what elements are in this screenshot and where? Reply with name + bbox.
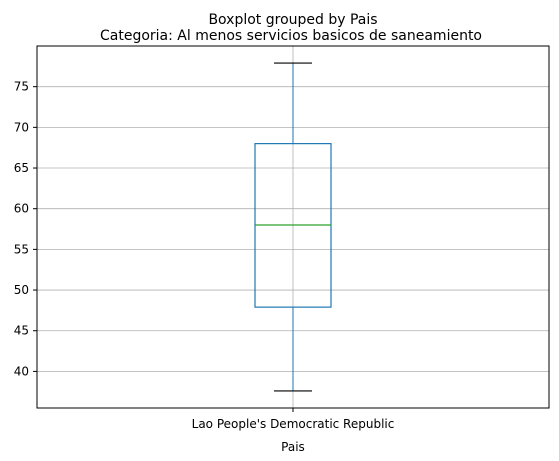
x-tick-label: Lao People's Democratic Republic — [192, 417, 395, 431]
y-tick-label: 45 — [14, 324, 29, 338]
axis-ticks: 40 45 50 55 60 65 70 75 Lao People's Democratic … — [14, 80, 395, 431]
y-tick-label: 70 — [14, 120, 29, 134]
box-layer — [254, 62, 332, 392]
y-tick-label: 40 — [14, 364, 29, 378]
x-axis-label: Pais — [281, 440, 305, 454]
y-tick-label: 65 — [14, 161, 29, 175]
grid-lines — [37, 46, 549, 408]
chart-suptitle: Boxplot grouped by Pais — [208, 12, 377, 28]
y-tick-label: 50 — [14, 283, 29, 297]
y-tick-label: 55 — [14, 242, 29, 256]
y-tick-label: 75 — [14, 80, 29, 94]
y-tick-label: 60 — [14, 202, 29, 216]
chart-title: Categoria: Al menos servicios basicos de… — [100, 28, 482, 44]
